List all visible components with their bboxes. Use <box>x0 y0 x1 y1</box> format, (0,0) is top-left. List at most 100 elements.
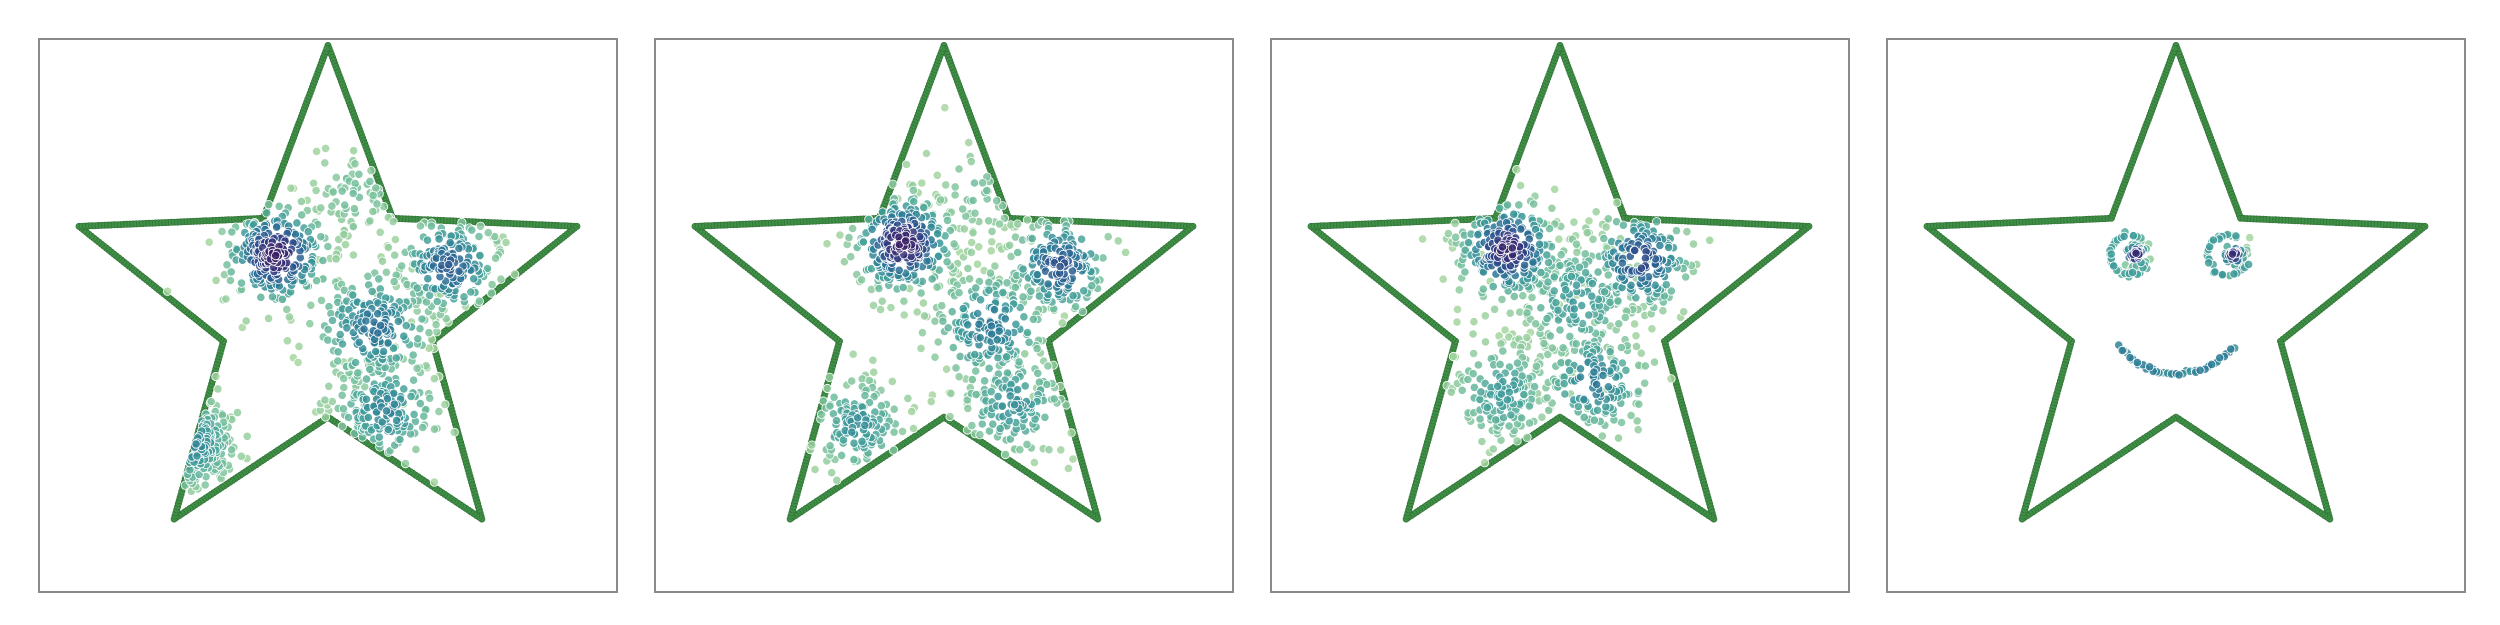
data-point <box>950 240 958 248</box>
data-point <box>1567 272 1575 280</box>
data-point <box>1021 350 1029 358</box>
data-point <box>1562 286 1570 294</box>
data-point <box>424 275 432 283</box>
data-point <box>941 104 949 112</box>
data-point <box>293 219 301 227</box>
data-point <box>367 166 375 174</box>
data-point <box>321 396 329 404</box>
data-point <box>1451 219 1459 227</box>
data-point <box>475 232 483 240</box>
data-point <box>1550 287 1558 295</box>
data-point <box>910 197 918 205</box>
data-point <box>972 390 980 398</box>
data-point <box>875 284 883 292</box>
data-point <box>967 157 975 165</box>
data-point <box>994 354 1002 362</box>
data-point <box>1546 332 1554 340</box>
data-point <box>1015 358 1023 366</box>
data-point <box>1631 246 1639 254</box>
data-point <box>1581 269 1589 277</box>
data-point <box>1593 406 1601 414</box>
data-point <box>336 330 344 338</box>
data-point <box>1496 360 1504 368</box>
data-point <box>349 189 357 197</box>
data-point <box>413 364 421 372</box>
data-point <box>233 408 241 416</box>
data-point <box>1498 295 1506 303</box>
data-point <box>850 439 858 447</box>
data-point <box>1006 392 1014 400</box>
outline-point <box>940 45 946 51</box>
data-point <box>832 416 840 424</box>
data-point <box>283 305 291 313</box>
data-point <box>976 431 984 439</box>
data-point <box>1592 380 1600 388</box>
data-point <box>295 342 303 350</box>
data-point <box>1014 248 1022 256</box>
data-point <box>918 179 926 187</box>
data-point <box>1507 411 1515 419</box>
data-point <box>1618 259 1626 267</box>
data-point <box>376 321 384 329</box>
data-point <box>1010 401 1018 409</box>
data-point <box>947 389 955 397</box>
data-point <box>354 369 362 377</box>
data-point <box>340 230 348 238</box>
data-point <box>1617 418 1625 426</box>
data-point <box>369 207 377 215</box>
data-point <box>975 320 983 328</box>
data-point <box>321 144 329 152</box>
data-point <box>425 329 433 337</box>
data-point <box>1505 422 1513 430</box>
data-point <box>1469 370 1477 378</box>
data-point <box>949 343 957 351</box>
data-point <box>1455 286 1463 294</box>
data-point <box>1494 382 1502 390</box>
data-point <box>312 147 320 155</box>
data-point <box>400 385 408 393</box>
data-point <box>899 283 907 291</box>
data-point <box>349 251 357 259</box>
data-point <box>390 277 398 285</box>
data-point <box>1561 390 1569 398</box>
data-point <box>1498 243 1506 251</box>
data-point <box>1590 368 1598 376</box>
data-point <box>1023 328 1031 336</box>
data-point <box>427 222 435 230</box>
data-point <box>900 297 908 305</box>
data-point <box>1058 319 1066 327</box>
data-point <box>1506 309 1514 317</box>
data-point <box>1627 411 1635 419</box>
data-point <box>887 303 895 311</box>
star-outline <box>692 42 1196 522</box>
data-point <box>1461 268 1469 276</box>
data-point <box>1520 261 1528 269</box>
data-point <box>1604 215 1612 223</box>
data-point <box>970 179 978 187</box>
data-point <box>1613 199 1621 207</box>
data-point <box>1559 344 1567 352</box>
data-point <box>227 268 235 276</box>
data-point <box>1600 288 1608 296</box>
data-point <box>1002 353 1010 361</box>
data-point <box>1469 330 1477 338</box>
data-point <box>1483 403 1491 411</box>
data-point <box>329 188 337 196</box>
data-point <box>918 329 926 337</box>
data-point <box>476 222 484 230</box>
data-point <box>942 181 950 189</box>
data-point <box>1033 271 1041 279</box>
data-point <box>1481 312 1489 320</box>
data-point <box>902 237 910 245</box>
data-point <box>1480 459 1488 467</box>
data-point <box>362 317 370 325</box>
data-point <box>920 203 928 211</box>
data-point <box>1532 320 1540 328</box>
data-point <box>972 284 980 292</box>
data-point <box>996 424 1004 432</box>
data-point <box>324 242 332 250</box>
data-point <box>382 268 390 276</box>
data-point <box>890 405 898 413</box>
data-point <box>878 297 886 305</box>
data-point <box>1664 243 1672 251</box>
